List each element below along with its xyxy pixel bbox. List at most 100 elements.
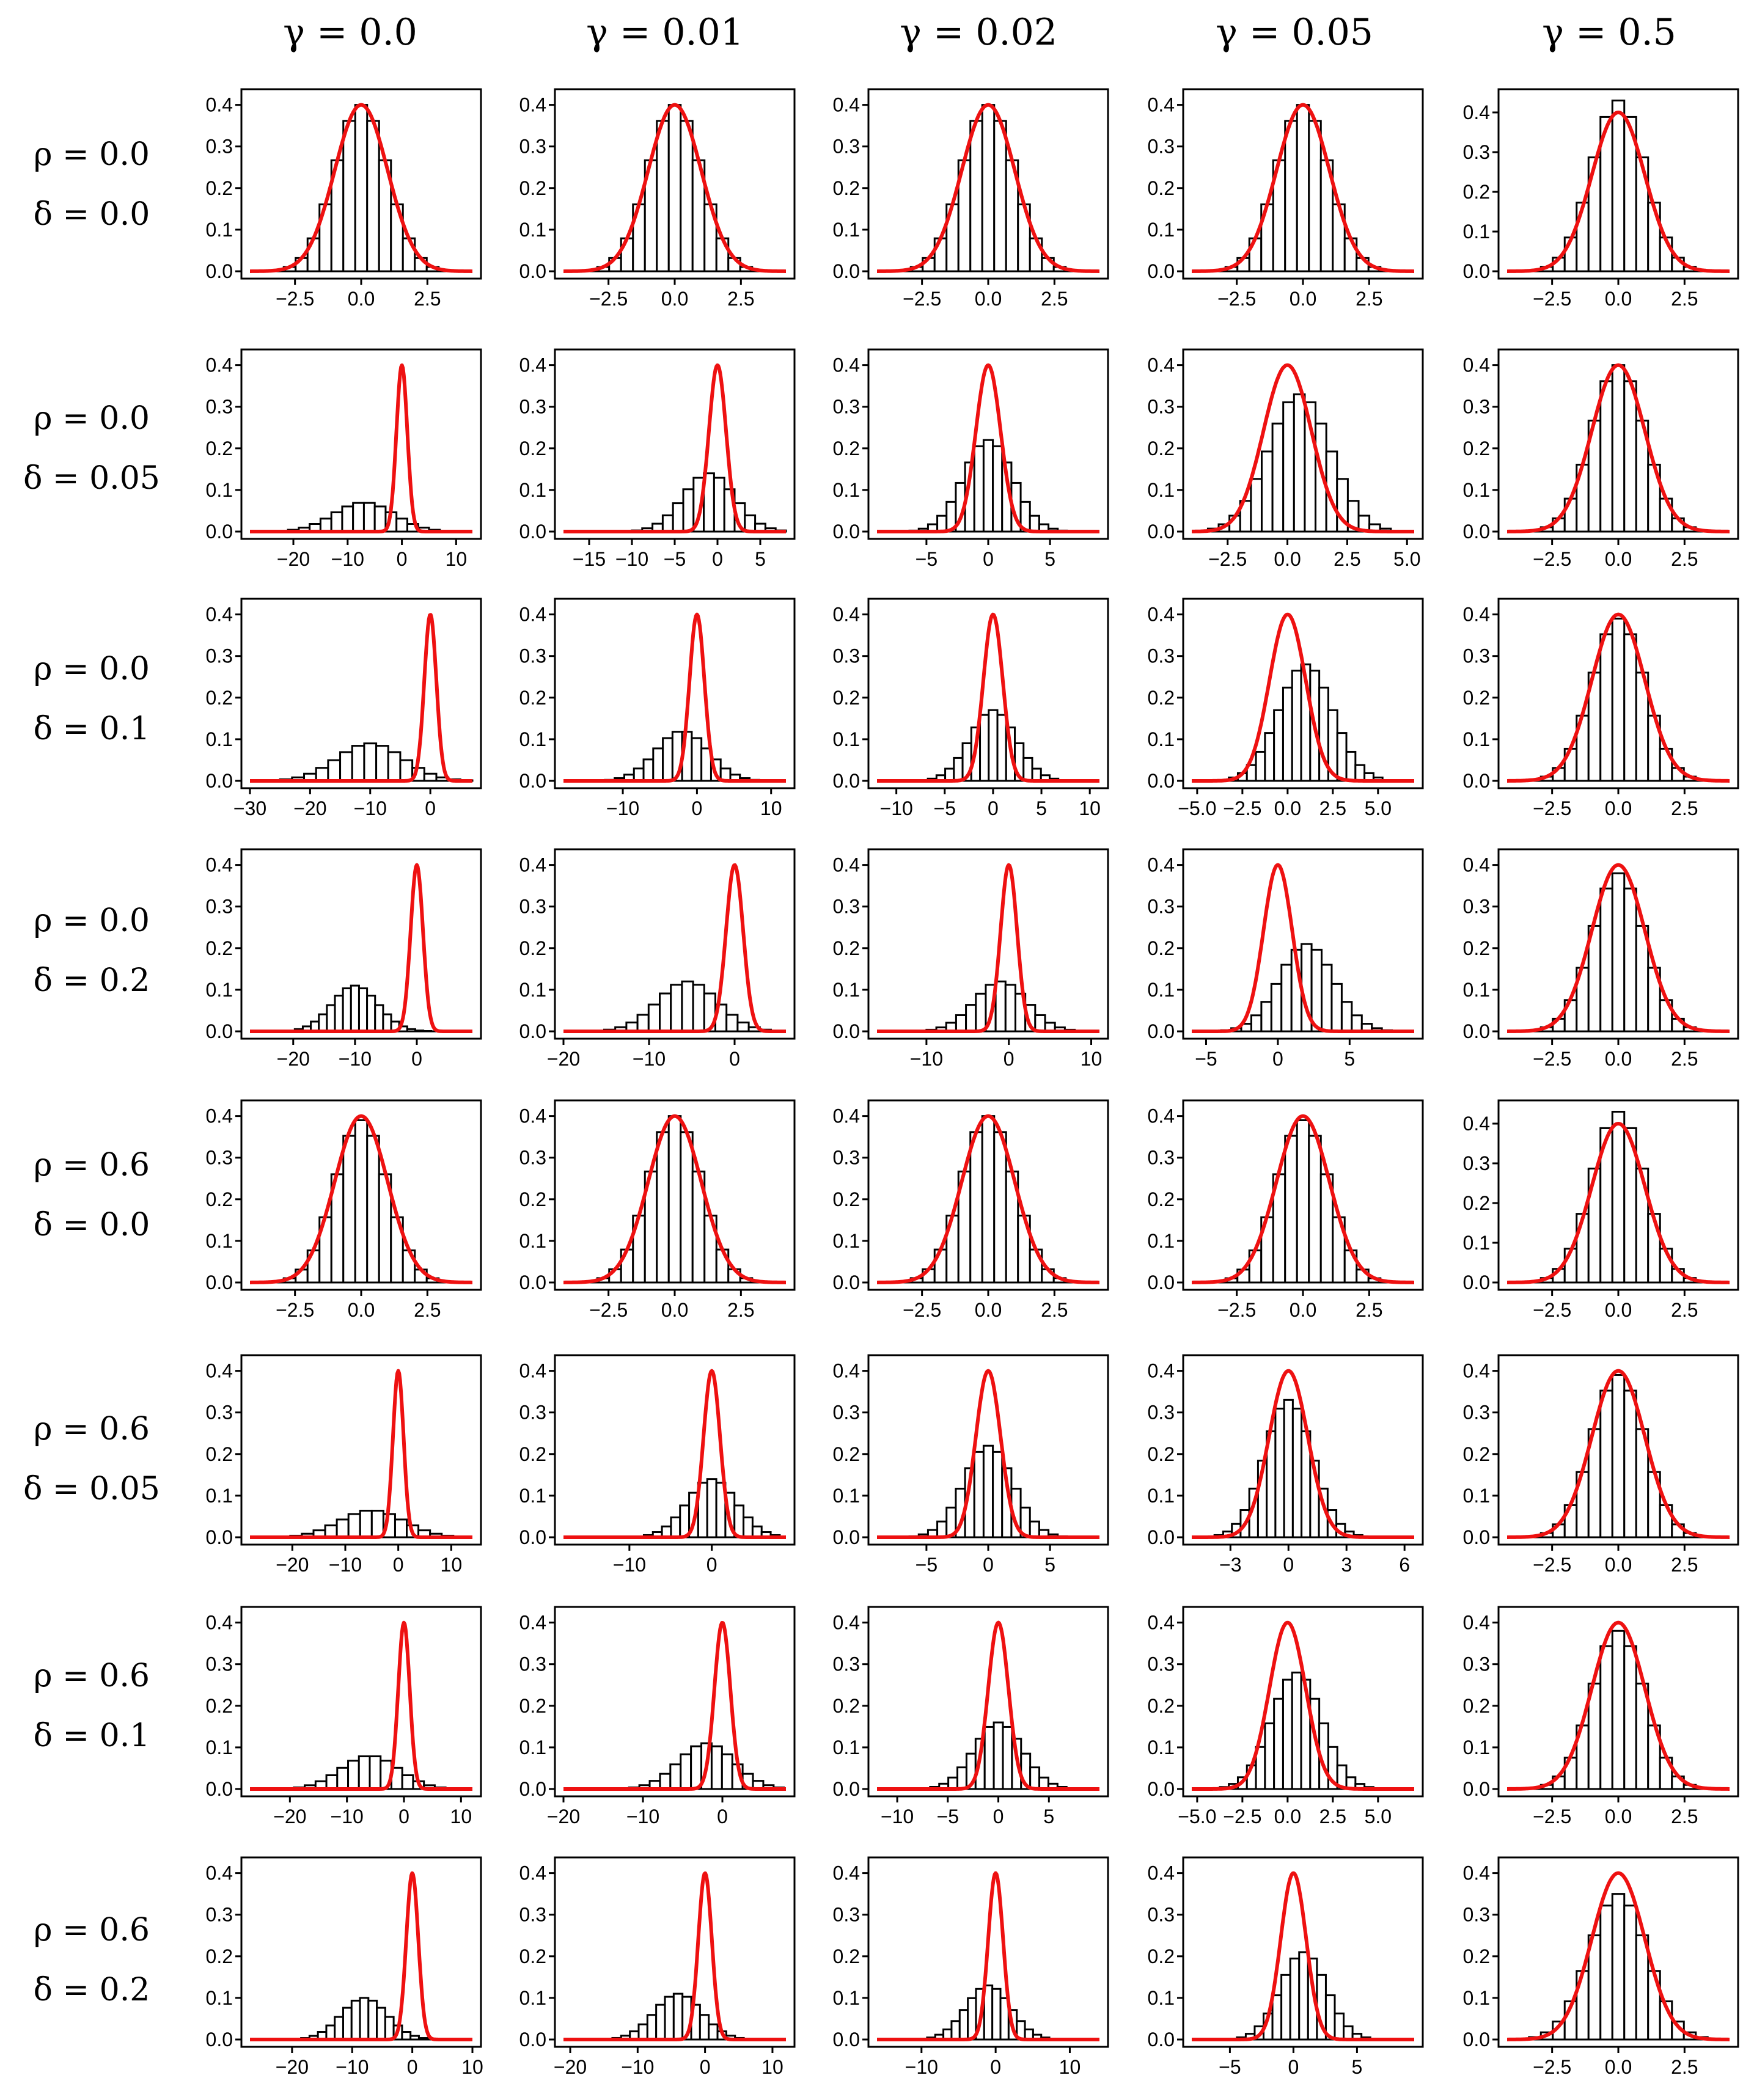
histogram-bar <box>1273 1697 1284 1790</box>
y-tick-label: 0.0 <box>1148 521 1175 543</box>
histogram-bar <box>366 1135 380 1284</box>
y-tick-label: 0.1 <box>1463 979 1490 1001</box>
histogram-bar <box>667 104 682 273</box>
rho-label: ρ = 0.0 <box>34 902 150 939</box>
histogram-bar <box>710 1745 723 1790</box>
panel-r7-c0: 0.0 0.1 0.2 0.3 0.4 −20 −10 0 10 <box>206 1856 483 2078</box>
x-tick-label: 3 <box>1341 1554 1352 1576</box>
x-tick-label: 2.5 <box>1671 548 1698 570</box>
x-tick-label: −2.5 <box>1533 1554 1571 1576</box>
y-tick-label: 0.3 <box>1148 1402 1175 1424</box>
histogram-bar <box>1321 964 1333 1033</box>
density-curve <box>249 103 474 273</box>
y-tick-label: 0.1 <box>206 1230 233 1252</box>
histogram-bar <box>993 120 1007 273</box>
density-curve <box>562 103 787 273</box>
histogram-bar <box>401 1774 414 1790</box>
y-tick-label: 0.0 <box>206 1778 233 1800</box>
y-tick-label: 0.2 <box>1463 1192 1490 1214</box>
histogram-bar <box>354 1119 369 1284</box>
histogram-bar <box>670 1516 681 1538</box>
y-tick-label: 0.1 <box>1148 1987 1175 2009</box>
histogram-bar <box>1308 120 1322 273</box>
x-tick-label: −20 <box>277 548 310 570</box>
x-tick-label: −5 <box>664 548 686 570</box>
density-curve <box>1191 612 1415 783</box>
x-tick-label: 5.0 <box>1365 797 1392 819</box>
histogram-bar <box>647 1003 661 1033</box>
density-curve <box>1506 1620 1731 1791</box>
histogram-bar <box>1351 1014 1363 1033</box>
y-tick-label: 0.3 <box>1148 896 1175 918</box>
panel-r5-c1: 0.0 0.1 0.2 0.3 0.4 −10 0 <box>519 1354 796 1576</box>
y-tick-label: 0.1 <box>833 979 860 1001</box>
histogram-bar <box>669 1763 682 1790</box>
histogram-bar <box>354 104 369 273</box>
y-tick-label: 0.0 <box>1148 1778 1175 1800</box>
x-tick-label: 0 <box>425 797 436 819</box>
histogram-bar <box>350 984 360 1033</box>
histogram-bar <box>1623 1389 1637 1538</box>
histogram-bar <box>656 120 670 273</box>
histogram-bar <box>339 751 353 782</box>
histogram-bar <box>950 2020 961 2041</box>
histogram-bar <box>325 1774 339 1790</box>
density-curve <box>562 1621 787 1791</box>
y-tick-label: 0.1 <box>519 219 546 241</box>
y-tick-label: 0.0 <box>519 1778 546 1800</box>
y-tick-label: 0.1 <box>833 1485 860 1507</box>
histogram-bar <box>1345 750 1357 782</box>
y-tick-label: 0.4 <box>519 1105 546 1127</box>
histogram-bar <box>336 1766 350 1790</box>
x-tick-label: −5.0 <box>1178 797 1216 819</box>
histogram-bar <box>1623 380 1637 533</box>
histogram-bar <box>1611 364 1626 533</box>
histogram-bar <box>1599 1645 1613 1790</box>
histogram-bar <box>358 987 369 1033</box>
y-tick-label: 0.0 <box>206 2029 233 2051</box>
y-tick-label: 0.3 <box>519 1904 546 1926</box>
y-tick-label: 0.2 <box>833 1188 860 1210</box>
y-tick-label: 0.3 <box>1463 141 1490 163</box>
y-tick-label: 0.1 <box>206 728 233 750</box>
histogram-bar <box>1330 982 1343 1033</box>
panel-frame <box>554 598 796 789</box>
y-tick-label: 0.4 <box>1148 1612 1175 1634</box>
y-tick-label: 0.2 <box>1148 937 1175 959</box>
histogram-bar <box>996 714 1007 782</box>
histogram-bar <box>1623 633 1637 782</box>
y-tick-label: 0.1 <box>1463 1485 1490 1507</box>
histogram-bar <box>1611 872 1626 1033</box>
x-tick-label: −10 <box>331 1805 364 1827</box>
histogram-bar <box>953 756 964 782</box>
y-tick-label: 0.2 <box>833 1443 860 1465</box>
y-tick-label: 0.3 <box>1148 1147 1175 1169</box>
histogram-bar <box>981 104 996 273</box>
y-tick-label: 0.0 <box>1148 770 1175 792</box>
y-tick-label: 0.1 <box>206 979 233 1001</box>
x-tick-label: 0.0 <box>661 288 688 310</box>
y-tick-label: 0.4 <box>833 1612 860 1634</box>
y-tick-label: 0.4 <box>833 1105 860 1127</box>
histogram-bar <box>1283 1399 1294 1538</box>
x-tick-label: 0.0 <box>975 288 1002 310</box>
y-tick-label: 0.3 <box>206 645 233 667</box>
y-tick-label: 0.2 <box>519 687 546 709</box>
y-tick-label: 0.3 <box>519 896 546 918</box>
density-curve <box>249 363 474 533</box>
x-tick-label: 2.5 <box>1356 1299 1382 1321</box>
histogram-bar <box>636 1014 650 1033</box>
y-tick-label: 0.4 <box>1148 604 1175 626</box>
x-tick-label: 0.0 <box>348 288 375 310</box>
histogram-bar <box>664 1996 675 2041</box>
panel-r6-c3: 0.0 0.1 0.2 0.3 0.4 −5.0 −2.5 0.0 2.5 5.0 <box>1148 1606 1424 1827</box>
panel-r4-c0: 0.0 0.1 0.2 0.3 0.4 −2.5 0.0 2.5 <box>206 1099 482 1321</box>
rho-label: ρ = 0.6 <box>34 1147 150 1184</box>
y-tick-label: 0.3 <box>1463 1904 1490 1926</box>
histogram-bar <box>374 1004 384 1033</box>
histogram-bar <box>315 767 329 782</box>
column-label-gamma-2: γ = 0.02 <box>900 11 1057 54</box>
y-tick-label: 0.4 <box>519 604 546 626</box>
x-tick-label: 2.5 <box>1041 288 1068 310</box>
histogram-bar <box>1284 1135 1298 1284</box>
